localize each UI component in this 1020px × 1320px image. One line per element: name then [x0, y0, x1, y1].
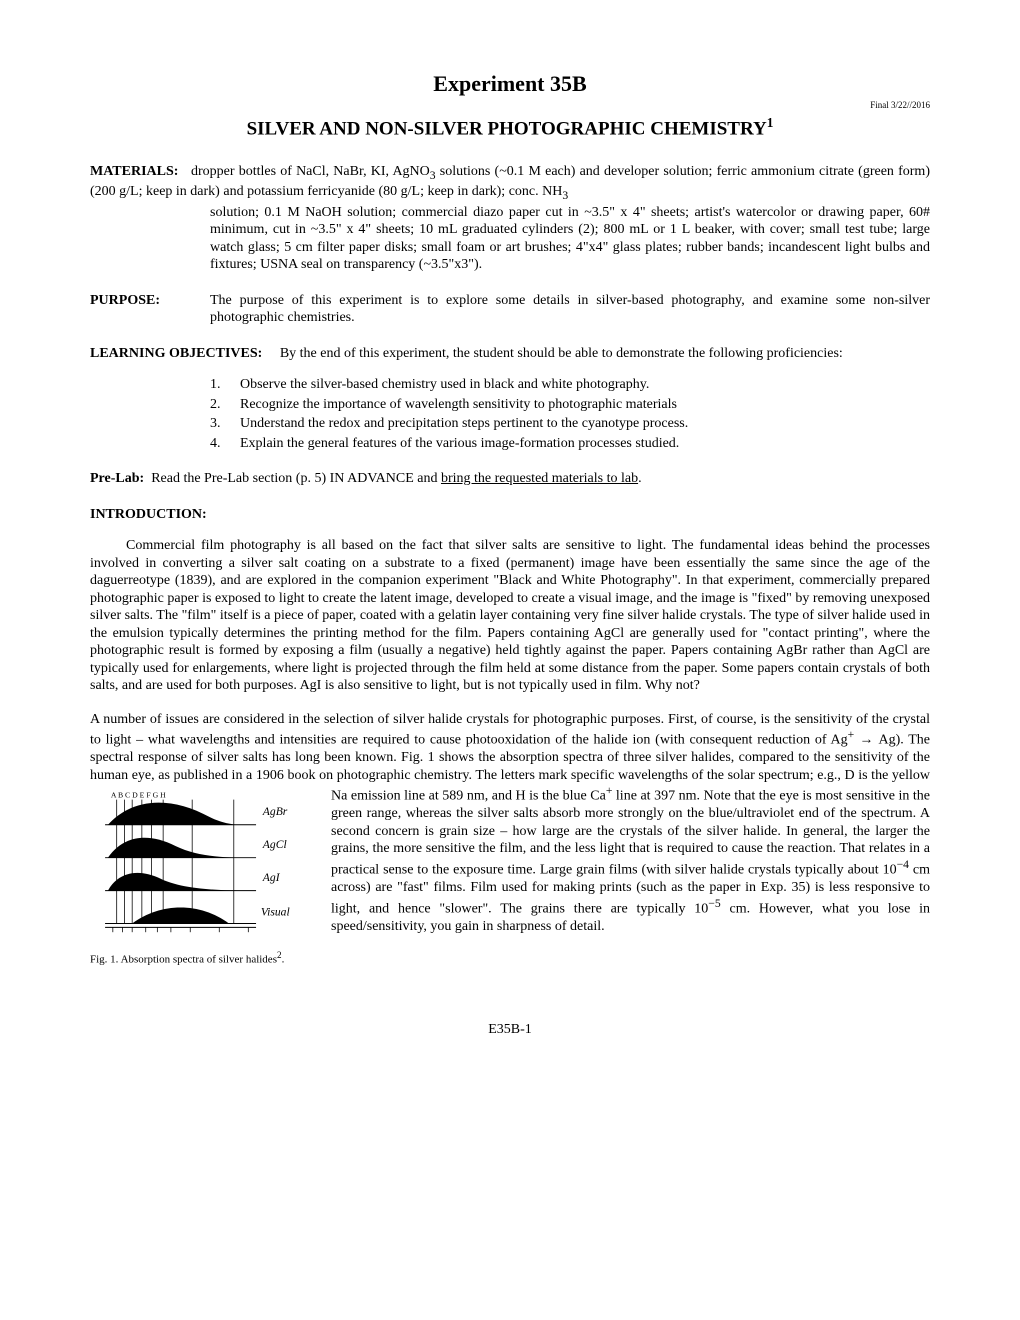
caption-b: .: [282, 953, 285, 965]
exp-n5: −5: [708, 897, 720, 910]
materials-section: MATERIALS: dropper bottles of NaCl, NaBr…: [90, 163, 930, 274]
intro-para-2: A number of issues are considered in the…: [90, 711, 930, 972]
label-agi: AgI: [262, 871, 281, 884]
document-title: SILVER AND NON-SILVER PHOTOGRAPHIC CHEMI…: [90, 115, 930, 141]
final-date: Final 3/22//2016: [90, 100, 930, 111]
label-agcl: AgCl: [262, 838, 287, 851]
obj-num: 2.: [210, 396, 240, 414]
figure-caption: Fig. 1. Absorption spectra of silver hal…: [90, 950, 315, 967]
purpose-label: PURPOSE:: [90, 292, 210, 327]
prelab-label: Pre-Lab:: [90, 471, 144, 486]
learning-label: LEARNING OBJECTIVES:: [90, 346, 262, 361]
experiment-title: Experiment 35B: [90, 70, 930, 98]
purpose-section: PURPOSE: The purpose of this experiment …: [90, 292, 930, 327]
figure-1: A B C D E F G H: [90, 788, 315, 967]
title-footnote: 1: [767, 115, 774, 130]
intro-heading: INTRODUCTION:: [90, 506, 930, 524]
obj-text: Understand the redox and precipitation s…: [240, 415, 688, 433]
title-text: SILVER AND NON-SILVER PHOTOGRAPHIC CHEMI…: [247, 118, 767, 139]
learning-text: By the end of this experiment, the stude…: [280, 346, 843, 361]
p2-a: A number of issues are considered in the…: [90, 712, 930, 748]
exp-n4: −4: [897, 858, 909, 871]
list-item: 3.Understand the redox and precipitation…: [210, 415, 930, 433]
prelab-text-a: Read the Pre-Lab section (p. 5) IN ADVAN…: [151, 471, 441, 486]
top-letters: A B C D E F G H: [111, 791, 166, 800]
obj-num: 1.: [210, 376, 240, 394]
obj-text: Observe the silver-based chemistry used …: [240, 376, 649, 394]
prelab-underline: bring the requested materials to lab: [441, 471, 638, 486]
learning-section: LEARNING OBJECTIVES: By the end of this …: [90, 345, 930, 363]
purpose-text: The purpose of this experiment is to exp…: [210, 292, 930, 327]
list-item: 2.Recognize the importance of wavelength…: [210, 396, 930, 414]
label-visual: Visual: [261, 906, 290, 919]
prelab-text-b: .: [638, 471, 642, 486]
arrow-icon: →: [854, 731, 878, 747]
list-item: 4.Explain the general features of the va…: [210, 435, 930, 453]
spectrum-chart: A B C D E F G H: [90, 788, 305, 938]
sub-3b: 3: [562, 189, 568, 202]
obj-text: Explain the general features of the vari…: [240, 435, 679, 453]
label-agbr: AgBr: [262, 805, 288, 818]
intro-para-1: Commercial film photography is all based…: [90, 537, 930, 695]
materials-label: MATERIALS:: [90, 164, 178, 179]
caption-a: Fig. 1. Absorption spectra of silver hal…: [90, 953, 277, 965]
prelab-section: Pre-Lab: Read the Pre-Lab section (p. 5)…: [90, 470, 930, 488]
obj-num: 4.: [210, 435, 240, 453]
obj-num: 3.: [210, 415, 240, 433]
materials-text-3: solution; 0.1 M NaOH solution; commercia…: [210, 204, 930, 274]
page-number: E35B-1: [90, 1021, 930, 1039]
objectives-list: 1.Observe the silver-based chemistry use…: [210, 376, 930, 452]
materials-text-1: dropper bottles of NaCl, NaBr, KI, AgNO: [191, 164, 430, 179]
list-item: 1.Observe the silver-based chemistry use…: [210, 376, 930, 394]
obj-text: Recognize the importance of wavelength s…: [240, 396, 677, 414]
